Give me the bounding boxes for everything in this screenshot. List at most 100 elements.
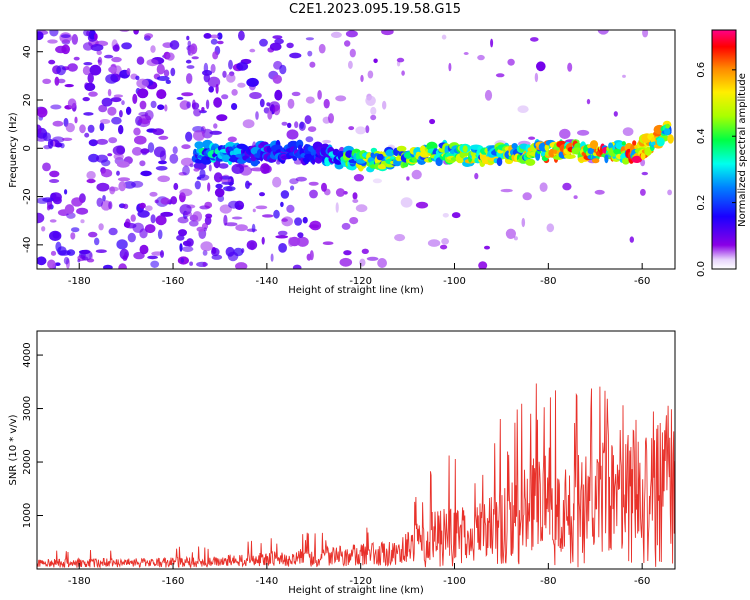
spectrogram-y-tick-label: 20 bbox=[22, 94, 33, 107]
noise-cell bbox=[293, 159, 303, 165]
noise-cell bbox=[155, 166, 168, 171]
noise-cell bbox=[104, 54, 114, 59]
noise-cell bbox=[372, 178, 382, 184]
signal-cell bbox=[604, 154, 609, 164]
signal-cell bbox=[587, 147, 595, 155]
noise-cell bbox=[366, 256, 379, 261]
noise-cell bbox=[83, 62, 93, 66]
noise-cell bbox=[158, 160, 167, 165]
signal-cell bbox=[564, 154, 576, 160]
noise-cell bbox=[71, 34, 79, 45]
noise-cell bbox=[261, 164, 272, 174]
noise-cell bbox=[490, 38, 494, 48]
noise-cell bbox=[307, 126, 317, 132]
noise-cell bbox=[394, 234, 406, 242]
noise-cell bbox=[411, 169, 422, 180]
noise-cell bbox=[223, 186, 236, 192]
noise-cell bbox=[201, 107, 205, 112]
noise-cell bbox=[521, 217, 526, 228]
spectrogram-x-tick-label: -120 bbox=[349, 276, 372, 287]
noise-cell bbox=[76, 207, 89, 215]
noise-cell bbox=[451, 212, 461, 219]
noise-cell bbox=[140, 170, 152, 177]
noise-cell bbox=[37, 107, 48, 118]
noise-cell bbox=[86, 171, 96, 180]
noise-cell bbox=[169, 40, 180, 50]
noise-cell bbox=[277, 230, 288, 236]
colorbar: 0.0 0.2 0.4 0.6 Normalized spectral amplitu… bbox=[696, 29, 748, 277]
noise-cell bbox=[96, 182, 110, 192]
noise-cell bbox=[259, 38, 268, 47]
noise-cell bbox=[180, 157, 194, 167]
snr-y-tick-label: 2000 bbox=[22, 449, 33, 474]
noise-cell bbox=[107, 106, 117, 116]
noise-cell bbox=[113, 94, 124, 98]
noise-cell bbox=[61, 44, 70, 55]
snr-x-tick-label: -140 bbox=[256, 576, 279, 587]
noise-cell bbox=[507, 58, 515, 66]
noise-cell bbox=[613, 111, 618, 117]
noise-cell bbox=[84, 132, 90, 138]
noise-cell bbox=[273, 104, 281, 116]
noise-cell bbox=[90, 44, 104, 52]
noise-cell bbox=[213, 172, 223, 183]
signal-cell bbox=[194, 141, 204, 149]
noise-cell bbox=[231, 103, 238, 110]
noise-cell bbox=[597, 30, 609, 35]
noise-cell bbox=[212, 51, 219, 60]
noise-cell bbox=[287, 98, 295, 109]
noise-cell bbox=[176, 96, 184, 100]
noise-cell bbox=[573, 195, 578, 200]
noise-cell bbox=[530, 37, 539, 42]
noise-cell bbox=[132, 93, 138, 104]
noise-cell bbox=[101, 169, 113, 178]
noise-cell bbox=[193, 108, 202, 117]
noise-cell bbox=[122, 255, 128, 261]
noise-cell bbox=[156, 89, 167, 100]
noise-cell bbox=[344, 40, 351, 47]
noise-cell bbox=[96, 138, 108, 145]
noise-cell bbox=[155, 215, 167, 226]
noise-cell bbox=[272, 74, 282, 84]
noise-cell bbox=[252, 208, 256, 213]
noise-cell bbox=[169, 153, 179, 164]
noise-cell bbox=[228, 59, 233, 70]
noise-cell bbox=[133, 127, 141, 136]
snr-x-tick-label: -160 bbox=[162, 576, 185, 587]
noise-cell bbox=[309, 61, 316, 68]
noise-cell bbox=[193, 167, 200, 172]
noise-cell bbox=[139, 228, 148, 239]
snr-x-tick-label: -180 bbox=[68, 576, 91, 587]
noise-cell bbox=[150, 214, 156, 224]
noise-cell bbox=[108, 186, 119, 192]
noise-cell bbox=[156, 76, 170, 81]
noise-cell bbox=[207, 182, 211, 192]
noise-cell bbox=[196, 226, 205, 232]
noise-cell bbox=[86, 178, 96, 184]
noise-cell bbox=[208, 164, 212, 172]
noise-cell bbox=[223, 214, 228, 226]
noise-cell bbox=[116, 239, 128, 250]
noise-cell bbox=[127, 232, 136, 243]
noise-cell bbox=[82, 97, 90, 102]
noise-cell bbox=[133, 30, 139, 35]
noise-cell bbox=[306, 253, 312, 261]
noise-cell bbox=[179, 243, 183, 252]
noise-cell bbox=[140, 148, 150, 154]
signal-cell bbox=[632, 140, 637, 146]
noise-cell bbox=[102, 195, 106, 202]
noise-cell bbox=[42, 162, 51, 172]
noise-cell bbox=[71, 197, 83, 207]
noise-cell bbox=[170, 196, 178, 205]
noise-cell bbox=[249, 92, 262, 99]
noise-cell bbox=[247, 182, 252, 186]
noise-cell bbox=[150, 100, 157, 109]
noise-cell bbox=[165, 79, 171, 84]
signal-cell bbox=[544, 144, 550, 152]
noise-cell bbox=[373, 58, 378, 64]
noise-cell bbox=[222, 70, 227, 78]
noise-cell bbox=[318, 43, 326, 54]
noise-cell bbox=[108, 201, 113, 210]
noise-cell bbox=[353, 174, 364, 182]
noise-cell bbox=[522, 192, 532, 201]
